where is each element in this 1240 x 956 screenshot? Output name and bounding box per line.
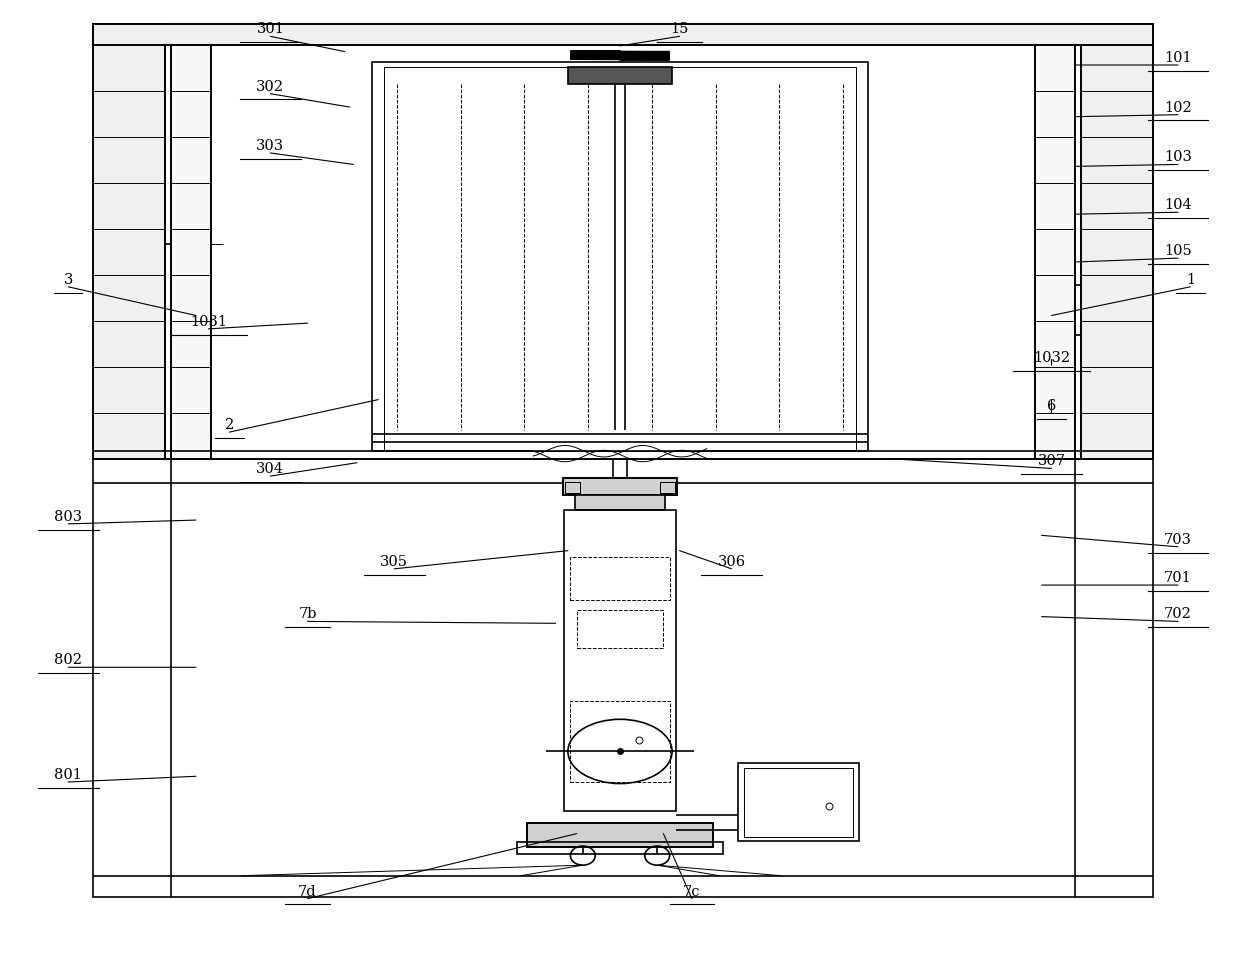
Text: 7b: 7b: [299, 607, 316, 621]
Text: 801: 801: [55, 768, 82, 782]
Bar: [93, 459, 1153, 897]
Text: 1031: 1031: [190, 315, 227, 329]
Bar: [563, 478, 677, 495]
Bar: [93, 24, 1153, 45]
Text: 1032: 1032: [1033, 351, 1070, 365]
Text: 1: 1: [1185, 272, 1195, 287]
Text: 302: 302: [257, 79, 284, 94]
Text: 301: 301: [257, 22, 284, 36]
Bar: [171, 45, 211, 459]
Bar: [563, 478, 677, 495]
Bar: [564, 510, 676, 811]
Text: 803: 803: [55, 510, 82, 524]
Bar: [517, 842, 723, 854]
Text: 7d: 7d: [298, 884, 317, 899]
Text: 2: 2: [224, 418, 234, 432]
Text: 6: 6: [1047, 399, 1056, 413]
Text: 701: 701: [1164, 571, 1192, 585]
Text: 305: 305: [381, 554, 408, 569]
Bar: [372, 62, 868, 451]
Text: 702: 702: [1164, 607, 1192, 621]
Bar: [1081, 24, 1153, 459]
Text: 306: 306: [718, 554, 745, 569]
Text: 307: 307: [1038, 454, 1065, 468]
Bar: [565, 482, 580, 493]
Text: 102: 102: [1164, 100, 1192, 115]
Bar: [93, 24, 165, 459]
Text: 7c: 7c: [683, 884, 701, 899]
Bar: [577, 610, 663, 648]
Text: 15: 15: [671, 22, 688, 36]
Text: 703: 703: [1164, 532, 1192, 547]
Bar: [570, 557, 670, 600]
Text: 802: 802: [55, 653, 82, 667]
Bar: [1035, 45, 1075, 459]
Bar: [744, 768, 853, 836]
Text: 101: 101: [1164, 51, 1192, 65]
Bar: [738, 763, 859, 841]
Bar: [568, 67, 672, 84]
Bar: [527, 823, 713, 847]
Bar: [527, 823, 713, 847]
Bar: [1035, 45, 1075, 459]
Bar: [93, 24, 165, 459]
Bar: [93, 24, 1153, 45]
Text: 3: 3: [63, 272, 73, 287]
Bar: [575, 495, 665, 510]
Bar: [1081, 24, 1153, 459]
Text: 104: 104: [1164, 198, 1192, 212]
Text: 105: 105: [1164, 244, 1192, 258]
Text: 303: 303: [257, 139, 284, 153]
Bar: [660, 482, 675, 493]
Text: 304: 304: [257, 462, 284, 476]
Bar: [384, 67, 856, 451]
Bar: [171, 45, 211, 459]
Bar: [570, 701, 670, 782]
Text: 103: 103: [1164, 150, 1192, 164]
